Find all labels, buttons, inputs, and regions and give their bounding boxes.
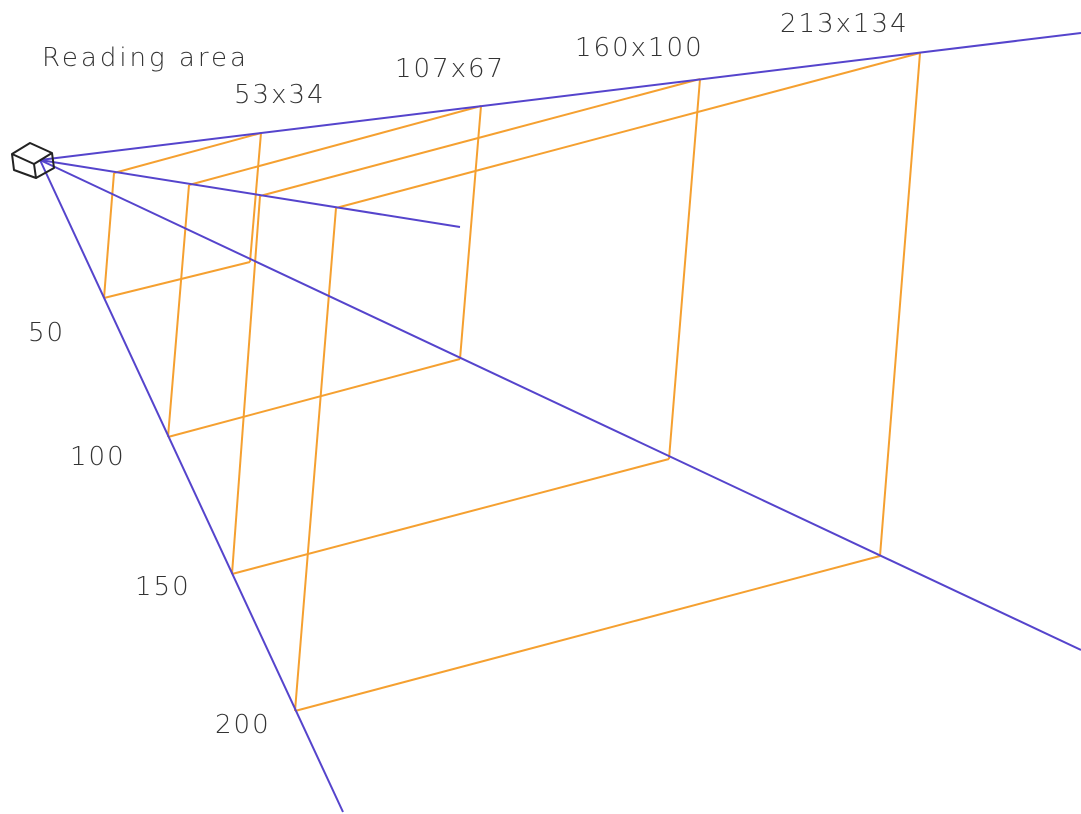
distance-label-2: 100 bbox=[70, 442, 126, 472]
fov-bottom-line bbox=[39, 159, 344, 813]
area-label-3: 160x100 bbox=[575, 33, 704, 63]
reading-area-frames bbox=[103, 52, 921, 712]
frame-3 bbox=[231, 78, 701, 575]
fov-right-line bbox=[39, 159, 1081, 651]
distance-label-3: 150 bbox=[135, 572, 191, 602]
area-label-4: 213x134 bbox=[780, 9, 909, 39]
distance-label-1: 50 bbox=[28, 318, 65, 348]
area-label-2: 107x67 bbox=[395, 54, 505, 84]
fov-top-line bbox=[39, 32, 1081, 161]
fov-center-line bbox=[39, 159, 461, 228]
camera-icon bbox=[11, 142, 55, 179]
area-label-1: 53x34 bbox=[234, 80, 326, 110]
distance-label-4: 200 bbox=[215, 710, 271, 740]
field-of-view-lines bbox=[39, 32, 1081, 813]
frame-2 bbox=[167, 105, 482, 438]
diagram-title: Reading area bbox=[42, 43, 249, 73]
frame-4 bbox=[294, 52, 921, 712]
